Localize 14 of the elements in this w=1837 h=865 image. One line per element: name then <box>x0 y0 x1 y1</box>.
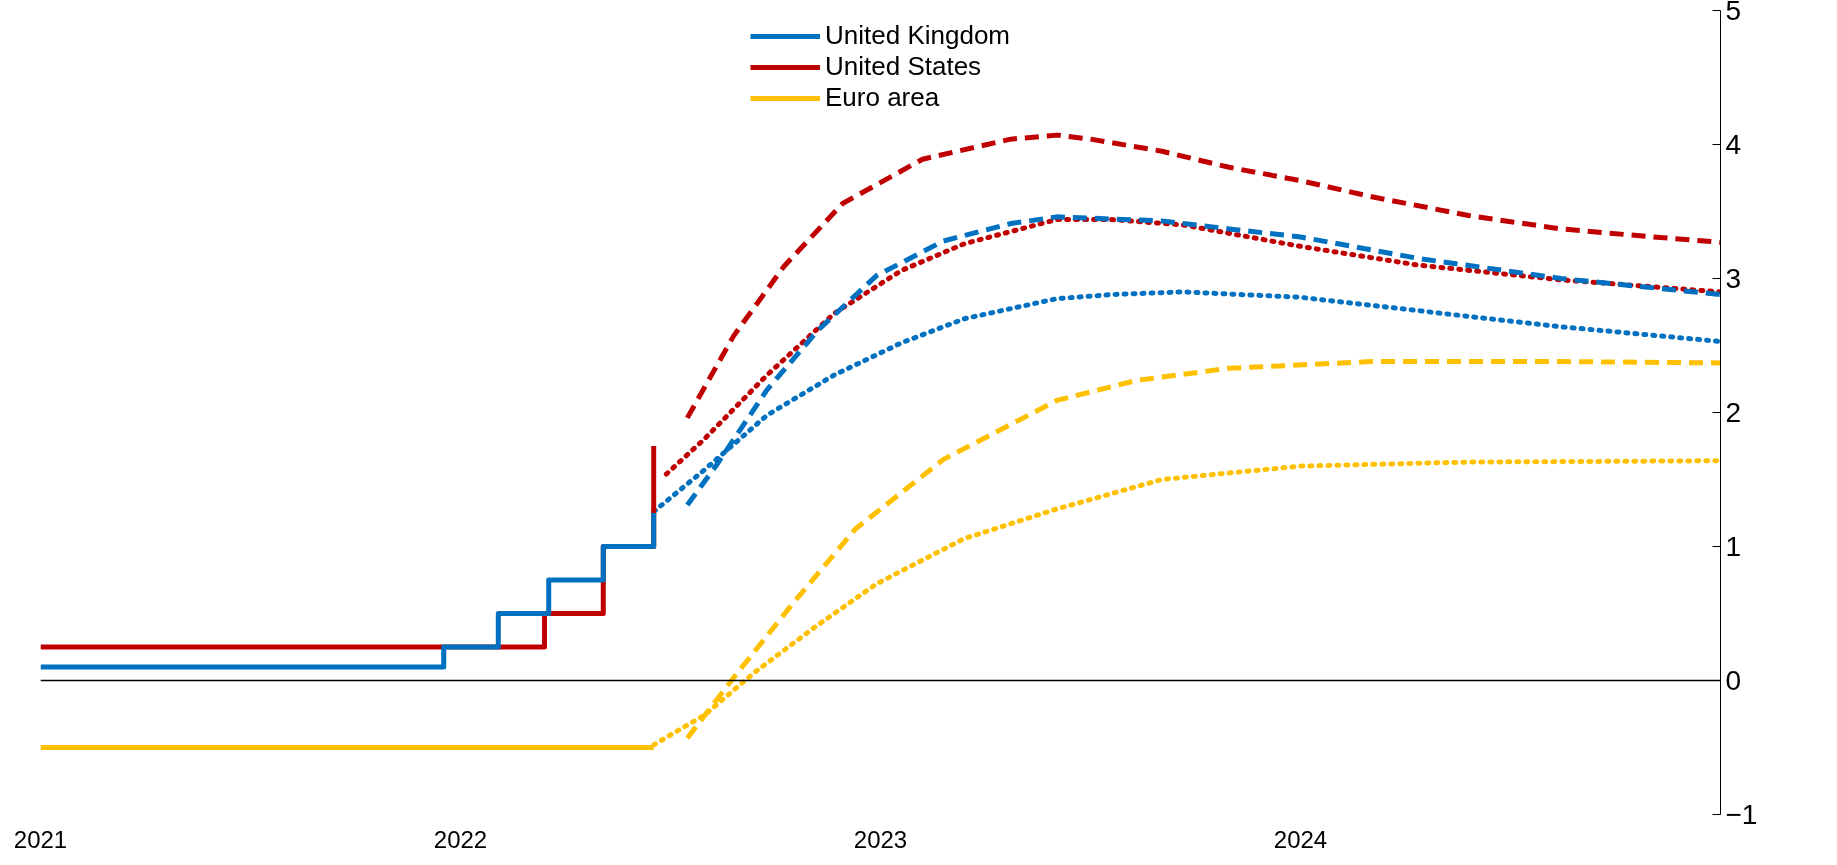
y-tick-label: 2 <box>1725 397 1742 428</box>
legend-label: United States <box>825 51 982 82</box>
x-tick-label: 2022 <box>433 825 488 853</box>
x-tick-label: 2023 <box>853 825 908 853</box>
y-tick-label: −1 <box>1725 799 1758 830</box>
y-tick-label: 4 <box>1725 129 1742 160</box>
y-tick-label: 1 <box>1725 531 1742 562</box>
x-tick-label: 2024 <box>1273 825 1328 853</box>
y-tick-label: 0 <box>1725 665 1742 696</box>
legend-label: Euro area <box>825 82 940 113</box>
legend-label: United Kingdom <box>825 20 1010 51</box>
x-tick-label: 2021 <box>13 825 68 853</box>
y-tick-label: 3 <box>1725 263 1742 294</box>
y-tick-label: 5 <box>1725 0 1742 26</box>
